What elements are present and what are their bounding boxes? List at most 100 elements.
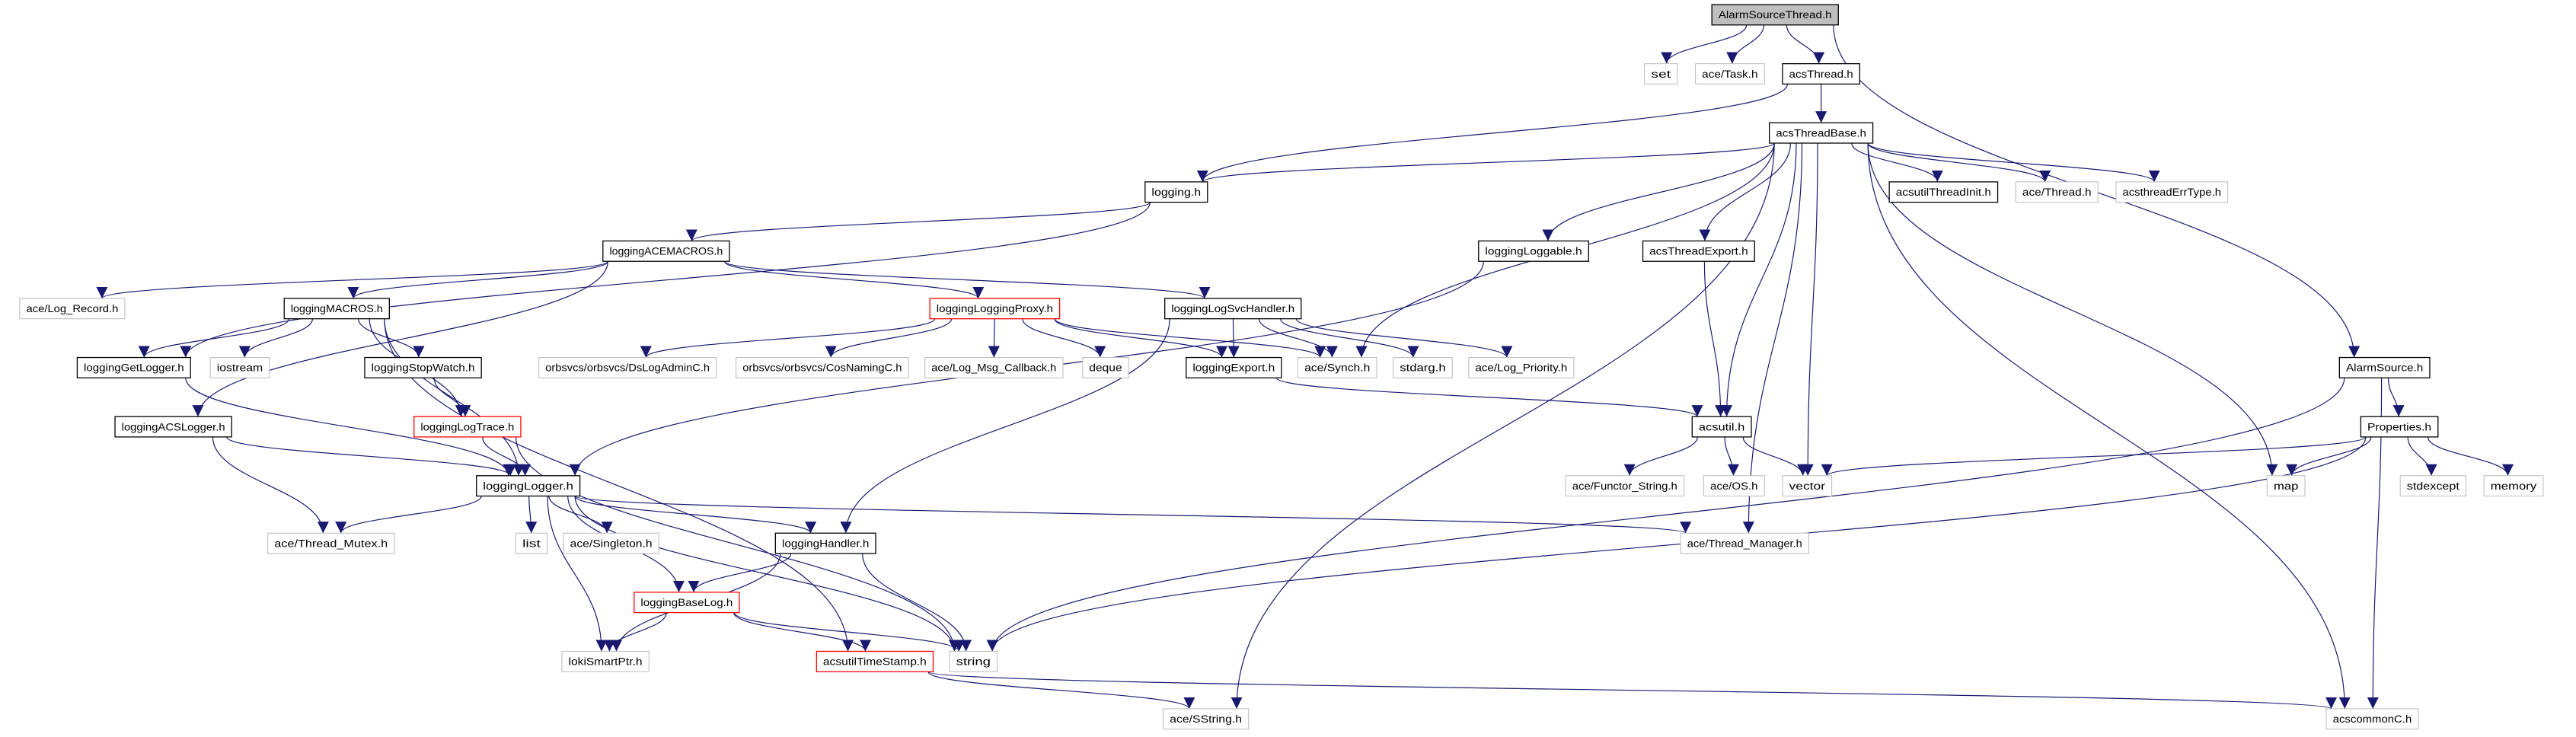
node-label: memory — [2491, 480, 2537, 492]
edge-logging-h-to-logginggetlogger-h — [180, 202, 1151, 358]
node-acsutiltimestamp-h[interactable]: acsutilTimeStamp.h — [816, 650, 934, 672]
node-box — [476, 475, 581, 497]
edge-logginglogsvchandler-h-to-ace-synch-h — [1258, 318, 1338, 358]
node-box — [2483, 475, 2544, 497]
node-label: ace/Thread_Mutex.h — [274, 538, 388, 549]
node-box — [1703, 475, 1765, 497]
node-box — [816, 650, 934, 672]
node-box — [413, 416, 522, 438]
node-loggingexport-h[interactable]: loggingExport.h — [1186, 356, 1282, 378]
edge-acsthreadbase-h-to-acsutil-h — [1721, 142, 1797, 417]
node-ace-thread-mutex-h: ace/Thread_Mutex.h — [267, 532, 395, 554]
node-list: list — [515, 532, 547, 554]
node-alarmsourcethread-h[interactable]: AlarmSourceThread.h — [1711, 4, 1839, 26]
node-label: ace/Log_Priority.h — [1475, 362, 1567, 374]
node-properties-h[interactable]: Properties.h — [2360, 416, 2439, 438]
node-acsutil-h[interactable]: acsutil.h — [1691, 416, 1752, 438]
node-box — [2015, 181, 2099, 203]
edge-loggingloggingproxy-h-to-orbsvcs-orbsvcs-cosnamingc-h — [825, 318, 953, 358]
node-lokismartptr-h: lokiSmartPtr.h — [561, 650, 650, 672]
node-logginglogtrace-h[interactable]: loggingLogTrace.h — [413, 416, 522, 438]
node-memory: memory — [2483, 475, 2544, 497]
node-box — [515, 532, 547, 554]
node-acsthreadbase-h[interactable]: acsThreadBase.h — [1769, 122, 1874, 144]
node-logginghandler-h[interactable]: loggingHandler.h — [774, 532, 876, 554]
node-label: loggingACEMACROS.h — [609, 246, 723, 257]
node-ace-task-h: ace/Task.h — [1695, 63, 1765, 85]
edge-properties-h-to-stdexcept — [2407, 436, 2437, 476]
node-ace-singleton-h: ace/Singleton.h — [563, 532, 659, 554]
node-box — [929, 298, 1061, 320]
node-logginglogger-h[interactable]: loggingLogger.h — [476, 475, 581, 497]
node-ace-thread-manager-h: ace/Thread_Manager.h — [1680, 532, 1809, 554]
edge-loggingacemacros-h-to-loggingacslogger-h — [192, 261, 608, 417]
node-alarmsource-h[interactable]: AlarmSource.h — [2338, 356, 2431, 378]
node-box — [561, 650, 650, 672]
edge-logging-h-to-loggingacemacros-h — [686, 202, 1151, 242]
node-loggingloggable-h[interactable]: loggingLoggable.h — [1478, 240, 1589, 262]
node-acsthreadexport-h[interactable]: acsThreadExport.h — [1642, 240, 1755, 262]
node-loggingmacros-h[interactable]: loggingMACROS.h — [283, 298, 390, 320]
node-label: logging.h — [1151, 187, 1201, 198]
edge-properties-h-to-map — [2286, 436, 2372, 476]
node-label: loggingBaseLog.h — [640, 597, 733, 608]
node-label: loggingExport.h — [1192, 362, 1275, 374]
node-box — [364, 356, 482, 378]
edge-properties-h-to-vector — [1821, 436, 2367, 477]
edge-acsutiltimestamp-h-to-acscommonc-h — [927, 671, 2336, 710]
node-box — [538, 357, 717, 378]
edge-loggingloggingproxy-h-to-ace-synch-h — [1054, 318, 1326, 359]
edge-acsthreadbase-h-to-loggingloggable-h — [1542, 142, 1775, 241]
node-box — [1297, 357, 1377, 378]
node-box — [267, 532, 395, 554]
node-label: loggingLogger.h — [483, 480, 573, 492]
node-logging-h[interactable]: logging.h — [1144, 181, 1208, 203]
node-label: ace/Singleton.h — [570, 538, 653, 549]
edge-loggingbaselog-h-to-acsutiltimestamp-h — [733, 612, 871, 652]
edge-loggingstopwatch-h-to-logginglogtrace-h — [433, 378, 471, 417]
edge-acsthreadbase-h-to-vector — [1802, 142, 1818, 476]
node-box — [1393, 357, 1453, 378]
node-label: string — [956, 656, 991, 668]
node-label: set — [1651, 69, 1671, 80]
edge-loggingacemacros-h-to-ace-log-record-h — [96, 260, 608, 299]
node-loggingloggingproxy-h[interactable]: loggingLoggingProxy.h — [929, 298, 1061, 320]
node-ace-sstring-h: ace/SString.h — [1162, 708, 1250, 730]
node-label: ace/Log_Record.h — [27, 303, 119, 314]
edge-logginglogsvchandler-h-to-loggingexport-h — [1227, 318, 1240, 358]
node-label: AlarmSource.h — [2346, 362, 2423, 374]
node-label: ace/Task.h — [1702, 69, 1757, 80]
node-acsthread-h[interactable]: acsThread.h — [1782, 63, 1860, 85]
node-box — [1680, 532, 1809, 554]
node-string: string — [949, 650, 998, 672]
edge-logginglogsvchandler-h-to-logginghandler-h — [840, 318, 1170, 534]
node-acsutilthreadinit-h[interactable]: acsutilThreadInit.h — [1888, 181, 1999, 203]
node-logginglogsvchandler-h[interactable]: loggingLogSvcHandler.h — [1164, 298, 1302, 320]
node-box — [1565, 475, 1685, 497]
node-acscommonc-h: acscommonC.h — [2325, 708, 2419, 730]
node-map: map — [2266, 475, 2306, 497]
edge-acsthread-h-to-logging-h — [1196, 84, 1788, 182]
node-ace-log-record-h: ace/Log_Record.h — [19, 298, 126, 320]
node-logginggetlogger-h[interactable]: loggingGetLogger.h — [76, 356, 191, 378]
node-label: lokiSmartPtr.h — [569, 656, 643, 668]
node-label: deque — [1089, 362, 1122, 374]
node-box — [2399, 475, 2466, 497]
node-ace-os-h: ace/OS.h — [1703, 475, 1765, 497]
node-orbsvcs-orbsvcs-dslogadminc-h: orbsvcs/orbsvcs/DsLogAdminC.h — [538, 357, 717, 378]
edge-loggingmacros-h-to-logginggetlogger-h — [138, 318, 290, 358]
edge-logginglogger-h-to-string — [574, 496, 960, 652]
node-box — [1642, 240, 1755, 262]
node-label: stdarg.h — [1400, 362, 1445, 374]
edge-loggingmacros-h-to-logginglogger-h — [384, 318, 525, 476]
node-label: loggingACSLogger.h — [122, 421, 225, 432]
edge-acsutil-h-to-ace-os-h — [1724, 436, 1740, 476]
node-loggingstopwatch-h[interactable]: loggingStopWatch.h — [364, 356, 482, 378]
edge-logginglogger-h-to-list — [525, 496, 538, 534]
edge-alarmsourcethread-h-to-set — [1661, 24, 1748, 64]
node-box — [634, 592, 740, 614]
node-loggingbaselog-h[interactable]: loggingBaseLog.h — [634, 592, 740, 614]
node-loggingacslogger-h[interactable]: loggingACSLogger.h — [114, 416, 232, 438]
node-loggingacemacros-h[interactable]: loggingACEMACROS.h — [602, 240, 730, 262]
